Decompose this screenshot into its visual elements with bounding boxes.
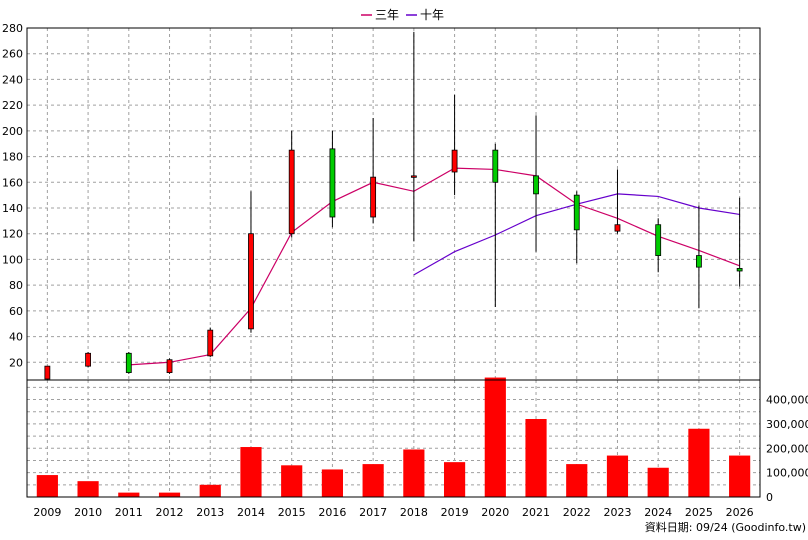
candle-body bbox=[248, 233, 254, 330]
price-plot-frame bbox=[26, 27, 761, 381]
x-tick-label: 2013 bbox=[196, 506, 224, 519]
x-tick-label: 2009 bbox=[33, 506, 61, 519]
volume-tick-label: 400,000 bbox=[766, 394, 808, 407]
price-axis-labels: 20 40 60 80 100 120 140 160 180 200 220 240 260 280 bbox=[2, 22, 23, 369]
x-tick-label: 2024 bbox=[644, 506, 672, 519]
x-tick-label: 2012 bbox=[156, 506, 184, 519]
price-tick-label: 20 bbox=[9, 356, 23, 369]
legend-label-3y: 三年 bbox=[375, 8, 399, 22]
volume-axis-labels: 0 100,000 200,000 300,000 400,000 bbox=[766, 394, 808, 505]
moving-average-lines bbox=[128, 167, 740, 366]
volume-bars bbox=[36, 377, 751, 497]
x-tick-label: 2023 bbox=[603, 506, 631, 519]
volume-bar bbox=[240, 447, 262, 497]
candle-body bbox=[410, 175, 417, 178]
price-tick-label: 260 bbox=[2, 48, 23, 61]
price-grid bbox=[27, 27, 760, 380]
candle-body bbox=[166, 359, 173, 373]
price-tick-label: 280 bbox=[2, 22, 23, 35]
candle-body bbox=[207, 329, 214, 357]
candle-body bbox=[125, 352, 132, 373]
candle-body bbox=[370, 176, 377, 218]
volume-bar bbox=[525, 419, 547, 497]
x-tick-label: 2022 bbox=[563, 506, 591, 519]
x-axis-labels: 2009 2010 2011 2012 2013 2014 2015 2016 2017 2018… bbox=[33, 506, 753, 519]
x-tick-label: 2021 bbox=[522, 506, 550, 519]
price-tick-label: 200 bbox=[2, 125, 23, 138]
price-tick-label: 120 bbox=[2, 228, 23, 241]
price-tick-label: 220 bbox=[2, 99, 23, 112]
candle-body bbox=[44, 365, 51, 380]
volume-bar bbox=[362, 464, 384, 497]
volume-bar bbox=[443, 462, 466, 497]
volume-plot-frame bbox=[26, 379, 761, 498]
volume-bar bbox=[566, 464, 588, 497]
candle-body bbox=[614, 224, 621, 232]
volume-bar bbox=[484, 377, 506, 497]
volume-bar bbox=[321, 469, 344, 497]
price-tick-label: 100 bbox=[2, 253, 23, 266]
candle-body bbox=[288, 149, 295, 235]
volume-bar bbox=[403, 449, 425, 497]
volume-bar bbox=[36, 475, 58, 497]
volume-bar bbox=[77, 481, 99, 497]
candle-body bbox=[696, 255, 702, 268]
candle-body bbox=[492, 149, 499, 183]
price-tick-label: 140 bbox=[2, 202, 23, 215]
legend-label-10y: 十年 bbox=[420, 8, 444, 22]
x-tick-label: 2016 bbox=[318, 506, 346, 519]
price-tick-label: 80 bbox=[9, 279, 23, 292]
volume-bar bbox=[199, 484, 221, 497]
x-tick-label: 2011 bbox=[115, 506, 143, 519]
series-line bbox=[128, 167, 740, 366]
data-date-footer: 資料日期: 09/24 (Goodinfo.tw) bbox=[645, 520, 806, 534]
candle-body bbox=[85, 352, 91, 367]
price-tick-label: 240 bbox=[2, 73, 23, 86]
volume-bar bbox=[729, 455, 751, 497]
plot-frames bbox=[26, 27, 761, 498]
volume-bar bbox=[281, 465, 303, 497]
volume-bar bbox=[606, 455, 629, 497]
volume-bar bbox=[647, 467, 669, 497]
x-tick-label: 2015 bbox=[278, 506, 306, 519]
volume-bar bbox=[688, 428, 710, 497]
price-tick-label: 180 bbox=[2, 151, 23, 164]
candle-body bbox=[451, 149, 458, 173]
x-tick-label: 2018 bbox=[400, 506, 428, 519]
candle-body bbox=[655, 224, 662, 256]
volume-tick-label: 200,000 bbox=[766, 442, 808, 455]
price-tick-label: 160 bbox=[2, 176, 23, 189]
candle-body bbox=[329, 148, 336, 218]
x-tick-label: 2017 bbox=[359, 506, 387, 519]
candle-body bbox=[573, 194, 580, 231]
volume-tick-label: 100,000 bbox=[766, 467, 808, 480]
candle-body bbox=[533, 175, 539, 195]
x-tick-label: 2026 bbox=[726, 506, 754, 519]
price-tick-label: 60 bbox=[9, 305, 23, 318]
candle-body bbox=[736, 268, 743, 272]
price-tick-label: 40 bbox=[9, 331, 23, 344]
x-tick-label: 2025 bbox=[685, 506, 713, 519]
x-tick-label: 2014 bbox=[237, 506, 265, 519]
volume-tick-label: 300,000 bbox=[766, 418, 808, 431]
volume-tick-label: 0 bbox=[766, 491, 773, 504]
candlesticks bbox=[44, 31, 743, 381]
x-tick-label: 2019 bbox=[441, 506, 469, 519]
volume-bar bbox=[158, 492, 181, 497]
x-tick-label: 2010 bbox=[74, 506, 102, 519]
legend: 三年 十年 bbox=[361, 8, 444, 22]
volume-bar bbox=[118, 492, 140, 497]
x-tick-label: 2020 bbox=[481, 506, 509, 519]
